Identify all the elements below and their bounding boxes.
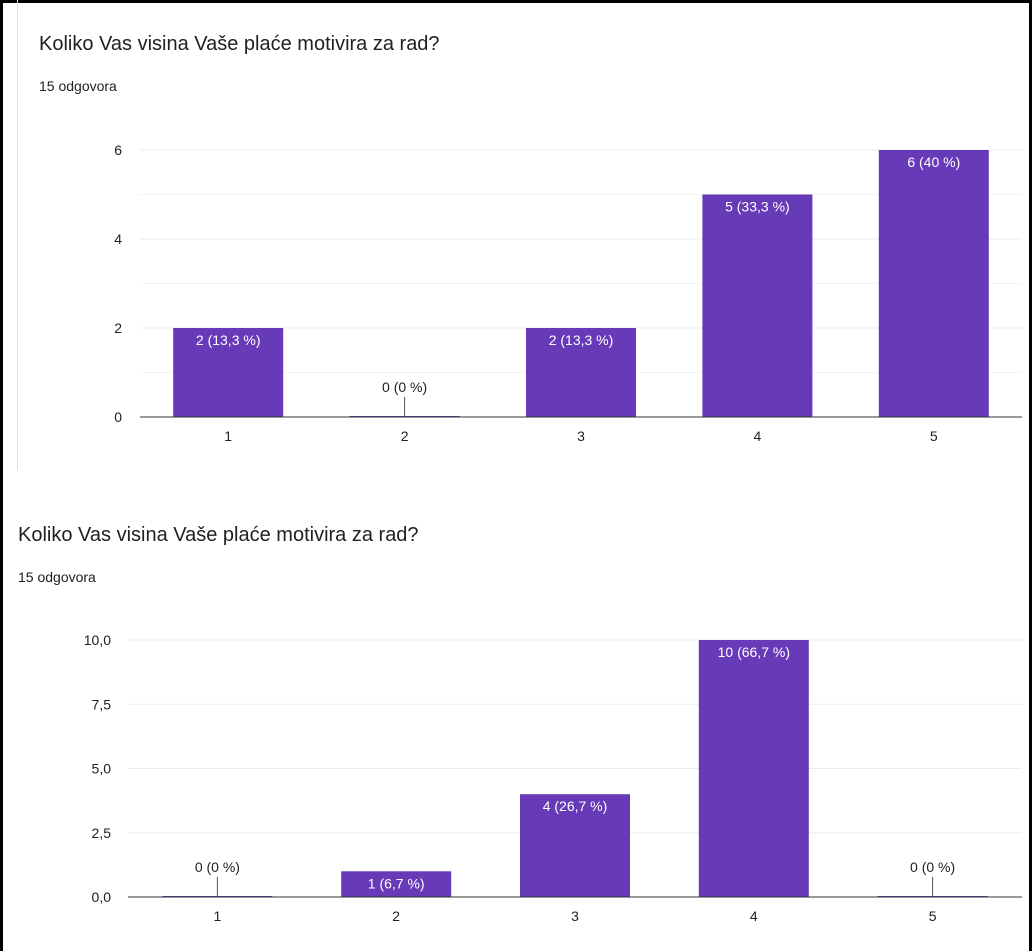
response-count: 15 odgovora [18,569,96,585]
bar-data-label: 1 (6,7 %) [368,875,425,891]
bar [702,194,813,417]
y-tick-label: 5,0 [92,761,112,777]
response-count: 15 odgovora [39,78,117,94]
bar [520,794,630,897]
y-tick-label: 10,0 [84,632,111,648]
bar-data-label: 4 (26,7 %) [543,798,608,814]
bar [698,640,809,897]
y-tick-label: 0,0 [92,889,112,905]
bar-data-label: 2 (13,3 %) [196,332,261,348]
bar-data-label: 6 (40 %) [907,154,960,170]
y-tick-label: 2 [114,320,122,336]
y-tick-label: 6 [114,142,122,158]
bar-chart-1: 0 2 4 6 2 (13,3 %) 1 0 (0 %) 2 2 (13,3 %) 3 5 (33,… [114,142,1022,444]
question-title: Koliko Vas visina Vaše plaće motivira za… [18,524,419,546]
y-tick-label: 4 [114,231,122,247]
card-divider [17,0,18,470]
bar-data-label: 0 (0 %) [382,379,427,395]
y-tick-label: 2,5 [92,825,112,841]
x-tick-label: 5 [929,908,937,924]
bar-chart-2: 0,0 2,5 5,0 7,5 10,0 0 (0 %) 1 1 (6,7 %) 2 4 (26,… [84,632,1022,924]
x-tick-label: 3 [577,428,585,444]
x-tick-label: 1 [224,428,232,444]
x-tick-label: 4 [754,428,762,444]
x-tick-label: 3 [571,908,579,924]
bar [173,328,284,417]
question-title: Koliko Vas visina Vaše plaće motivira za… [39,33,440,55]
bar [526,328,636,417]
bar-data-label: 2 (13,3 %) [549,332,614,348]
x-tick-label: 5 [930,428,938,444]
x-tick-label: 1 [214,908,222,924]
y-tick-label: 7,5 [92,696,112,712]
bar-data-label: 0 (0 %) [195,859,240,875]
bar-data-label: 5 (33,3 %) [725,199,790,215]
bar [878,150,989,417]
y-tick-label: 0 [114,409,122,425]
x-tick-label: 2 [401,428,409,444]
x-tick-label: 2 [392,908,400,924]
x-tick-label: 4 [750,908,758,924]
bar-data-label: 10 (66,7 %) [718,644,790,660]
bar-data-label: 0 (0 %) [910,859,955,875]
bar [341,871,452,897]
